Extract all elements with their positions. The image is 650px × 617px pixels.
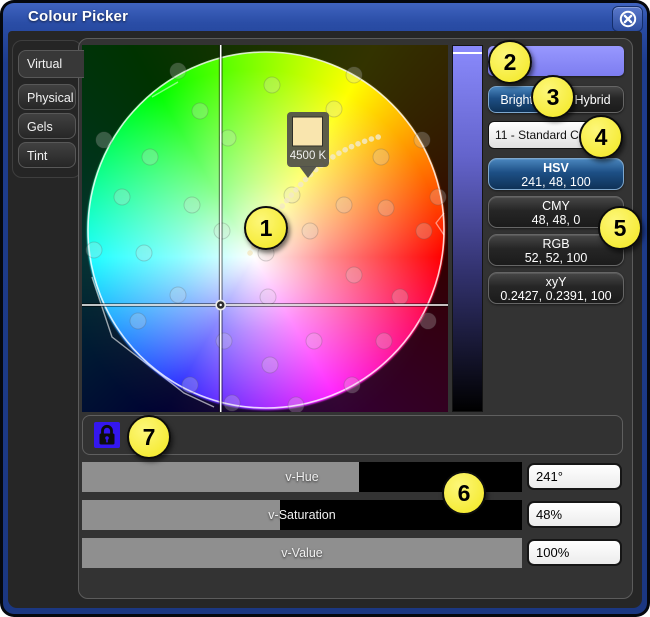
gel-colour-dots (85, 62, 447, 412)
xyy-label: xyY (545, 275, 567, 289)
value-gradient-bar[interactable] (452, 45, 483, 412)
gamut-outline (87, 51, 445, 409)
wheel-overlay: 4500 K (82, 45, 448, 412)
hue-slider-label: v-Hue (285, 470, 319, 484)
lock-button[interactable] (94, 422, 120, 448)
annotation-circle-5: 5 (598, 206, 642, 250)
saturation-slider-label: v-Saturation (268, 508, 336, 522)
tab-virtual[interactable]: Virtual (18, 50, 84, 78)
palette-dropdown[interactable]: 11 - Standard Colo (488, 121, 592, 149)
xyy-value: 0.2427, 0.2391, 100 (500, 289, 612, 303)
value-indicator[interactable] (453, 52, 482, 54)
annotation-circle-2: 2 (488, 40, 532, 84)
saturation-slider-fill (82, 500, 280, 530)
close-icon (619, 10, 636, 28)
lock-icon (99, 424, 115, 445)
value-value-box[interactable]: 100% (527, 539, 622, 566)
hsv-label: HSV (543, 161, 569, 175)
annotation-circle-6: 6 (442, 471, 486, 515)
cmy-label: CMY (542, 199, 570, 213)
hsv-value: 241, 48, 100 (521, 175, 591, 189)
temperature-label: 4500 K (290, 150, 327, 162)
saturation-value-box[interactable]: 48% (527, 501, 622, 528)
lock-row (82, 415, 623, 455)
annotation-circle-7: 7 (127, 415, 171, 459)
gamut-notch-right (435, 212, 445, 236)
annotation-circle-4: 4 (579, 115, 623, 159)
tab-tint[interactable]: Tint (18, 142, 76, 168)
temperature-swatch (292, 116, 323, 147)
value-slider[interactable]: v-Value (82, 538, 522, 568)
hue-slider-fill (82, 462, 360, 492)
colour-model-hsv-button[interactable]: HSV 241, 48, 100 (488, 158, 624, 190)
close-button[interactable] (612, 6, 643, 32)
crosshair (82, 45, 448, 412)
saturation-slider[interactable]: v-Saturation (82, 500, 522, 530)
value-slider-fill (82, 538, 522, 568)
gamut-notch (91, 276, 215, 408)
value-slider-label: v-Value (281, 546, 323, 560)
rgb-value: 52, 52, 100 (524, 251, 588, 265)
colour-model-xyy-button[interactable]: xyY 0.2427, 0.2391, 100 (488, 272, 624, 304)
tab-physical[interactable]: Physical (18, 84, 76, 110)
window-title: Colour Picker (28, 8, 129, 25)
tab-gels[interactable]: Gels (18, 113, 76, 139)
cmy-value: 48, 48, 0 (531, 213, 581, 227)
mode-hybrid-button[interactable]: Hybrid (562, 86, 624, 113)
annotation-circle-1: 1 (244, 206, 288, 250)
hue-value-box[interactable]: 241° (527, 463, 622, 490)
temperature-marker: 4500 K (287, 112, 329, 178)
gamut-notch-top (151, 81, 179, 98)
rgb-label: RGB (542, 237, 570, 251)
annotation-circle-3: 3 (531, 75, 575, 119)
